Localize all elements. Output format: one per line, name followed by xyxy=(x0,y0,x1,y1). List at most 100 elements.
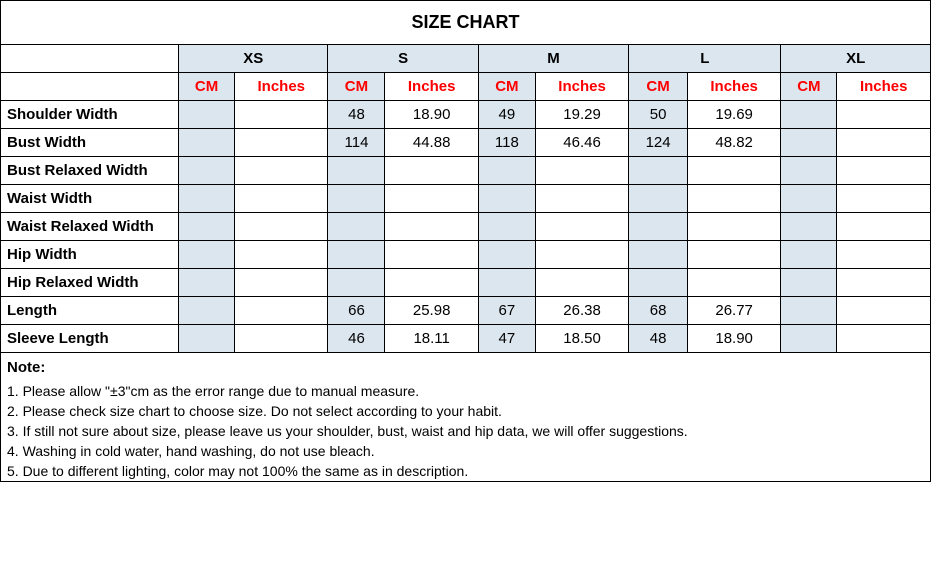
unit-in-s: Inches xyxy=(385,73,478,101)
cell-cm: 68 xyxy=(629,297,688,325)
cell-in xyxy=(837,325,931,353)
note-line: 4. Washing in cold water, hand washing, … xyxy=(1,441,931,461)
cell-in xyxy=(385,213,478,241)
cell-cm: 114 xyxy=(328,129,385,157)
cell-in: 44.88 xyxy=(385,129,478,157)
empty-corner-2 xyxy=(1,73,179,101)
cell-in xyxy=(385,157,478,185)
cell-cm xyxy=(629,185,688,213)
table-row: Length6625.986726.386826.77 xyxy=(1,297,931,325)
cell-in: 18.50 xyxy=(535,325,628,353)
row-label: Hip Width xyxy=(1,241,179,269)
size-header-s: S xyxy=(328,45,478,73)
cell-cm xyxy=(629,157,688,185)
cell-in xyxy=(235,325,328,353)
cell-in xyxy=(235,101,328,129)
cell-in xyxy=(385,241,478,269)
unit-cm-s: CM xyxy=(328,73,385,101)
table-row: Shoulder Width4818.904919.295019.69 xyxy=(1,101,931,129)
cell-cm xyxy=(179,157,235,185)
cell-cm xyxy=(629,213,688,241)
cell-in xyxy=(837,269,931,297)
cell-cm: 47 xyxy=(478,325,535,353)
cell-in xyxy=(235,185,328,213)
size-header-xl: XL xyxy=(781,45,931,73)
cell-in xyxy=(535,269,628,297)
cell-in: 48.82 xyxy=(687,129,780,157)
cell-in xyxy=(837,213,931,241)
cell-in xyxy=(687,185,780,213)
cell-cm: 50 xyxy=(629,101,688,129)
unit-in-xs: Inches xyxy=(235,73,328,101)
cell-in xyxy=(535,157,628,185)
table-row: Hip Relaxed Width xyxy=(1,269,931,297)
unit-cm-xl: CM xyxy=(781,73,837,101)
unit-in-m: Inches xyxy=(535,73,628,101)
cell-cm: 124 xyxy=(629,129,688,157)
size-chart-table: SIZE CHART XS S M L XL CM Inches CM Inch… xyxy=(0,0,931,482)
cell-in xyxy=(235,157,328,185)
cell-cm xyxy=(781,157,837,185)
cell-in xyxy=(687,213,780,241)
note-title: Note: xyxy=(1,353,931,381)
cell-cm: 46 xyxy=(328,325,385,353)
table-row: Waist Width xyxy=(1,185,931,213)
row-label: Waist Relaxed Width xyxy=(1,213,179,241)
cell-cm xyxy=(781,325,837,353)
cell-cm xyxy=(781,213,837,241)
cell-in xyxy=(837,185,931,213)
cell-in: 25.98 xyxy=(385,297,478,325)
cell-cm: 49 xyxy=(478,101,535,129)
cell-cm xyxy=(478,213,535,241)
table-row: Sleeve Length4618.114718.504818.90 xyxy=(1,325,931,353)
cell-cm xyxy=(781,269,837,297)
chart-title: SIZE CHART xyxy=(1,1,931,45)
table-row: Bust Relaxed Width xyxy=(1,157,931,185)
cell-cm: 66 xyxy=(328,297,385,325)
cell-in: 19.69 xyxy=(687,101,780,129)
cell-cm: 48 xyxy=(629,325,688,353)
cell-in xyxy=(235,129,328,157)
row-label: Hip Relaxed Width xyxy=(1,269,179,297)
cell-cm xyxy=(179,129,235,157)
cell-in xyxy=(837,101,931,129)
cell-cm xyxy=(629,269,688,297)
cell-in xyxy=(385,269,478,297)
cell-in: 18.90 xyxy=(687,325,780,353)
cell-cm xyxy=(179,101,235,129)
cell-cm xyxy=(629,241,688,269)
cell-in xyxy=(837,157,931,185)
row-label: Shoulder Width xyxy=(1,101,179,129)
unit-cm-xs: CM xyxy=(179,73,235,101)
unit-cm-m: CM xyxy=(478,73,535,101)
cell-in xyxy=(535,213,628,241)
cell-cm xyxy=(781,241,837,269)
cell-cm xyxy=(781,185,837,213)
cell-in: 18.11 xyxy=(385,325,478,353)
unit-in-l: Inches xyxy=(687,73,780,101)
cell-cm xyxy=(781,129,837,157)
table-row: Hip Width xyxy=(1,241,931,269)
cell-in xyxy=(235,297,328,325)
cell-in: 18.90 xyxy=(385,101,478,129)
cell-cm xyxy=(328,157,385,185)
note-line: 1. Please allow "±3"cm as the error rang… xyxy=(1,381,931,401)
cell-in: 46.46 xyxy=(535,129,628,157)
cell-in xyxy=(385,185,478,213)
row-label: Length xyxy=(1,297,179,325)
unit-in-xl: Inches xyxy=(837,73,931,101)
cell-cm xyxy=(328,213,385,241)
cell-in xyxy=(837,241,931,269)
cell-cm xyxy=(781,101,837,129)
cell-cm xyxy=(179,269,235,297)
cell-cm: 48 xyxy=(328,101,385,129)
cell-in xyxy=(535,185,628,213)
cell-cm xyxy=(478,157,535,185)
cell-cm xyxy=(179,213,235,241)
cell-cm xyxy=(179,325,235,353)
cell-in xyxy=(235,241,328,269)
note-line: 3. If still not sure about size, please … xyxy=(1,421,931,441)
row-label: Bust Relaxed Width xyxy=(1,157,179,185)
cell-cm xyxy=(328,185,385,213)
cell-in xyxy=(687,157,780,185)
